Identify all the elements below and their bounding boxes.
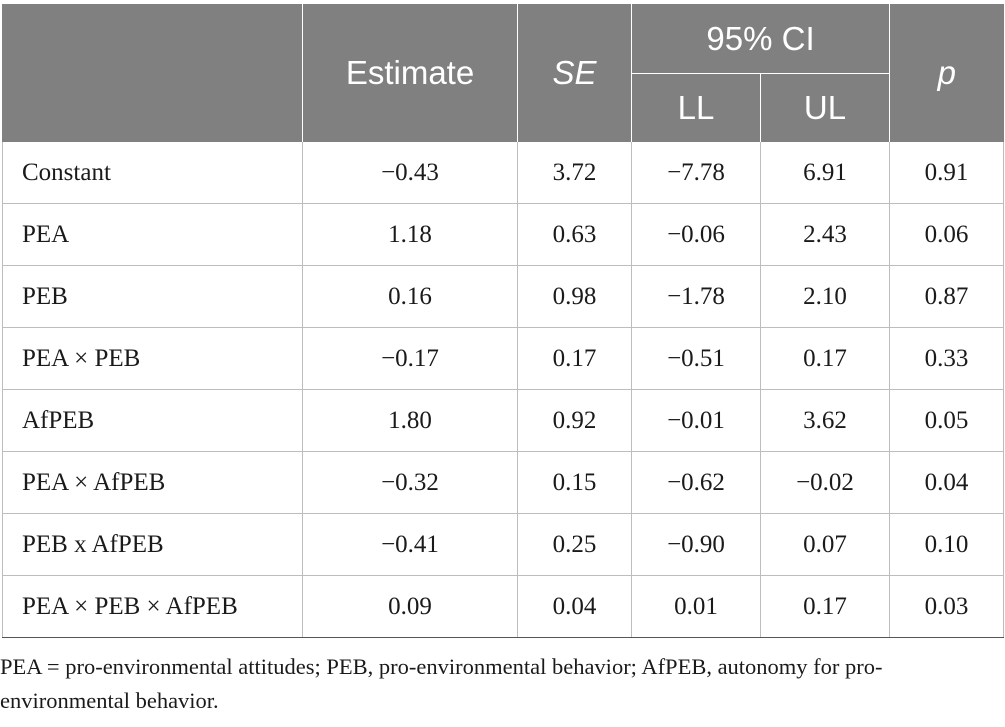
cell-ul: 2.10 (760, 265, 890, 328)
cell-ll: −0.51 (631, 327, 761, 390)
cell-label: PEB x AfPEB (2, 513, 303, 576)
table-row: PEA 1.18 0.63 −0.06 2.43 0.06 (2, 203, 1004, 266)
cell-label: Constant (2, 142, 303, 204)
cell-label: AfPEB (2, 389, 303, 452)
cell-p: 0.04 (889, 451, 1004, 514)
cell-p: 0.10 (889, 513, 1004, 576)
cell-label: PEA × PEB (2, 327, 303, 390)
cell-p: 0.33 (889, 327, 1004, 390)
cell-p: 0.03 (889, 575, 1004, 638)
header-p: p (889, 3, 1004, 142)
cell-p: 0.91 (889, 142, 1004, 204)
cell-se: 0.04 (517, 575, 632, 638)
cell-estimate: 0.09 (302, 575, 518, 638)
header-blank-cell (2, 3, 303, 142)
cell-se: 0.98 (517, 265, 632, 328)
cell-label: PEB (2, 265, 303, 328)
cell-se: 0.25 (517, 513, 632, 576)
cell-ll: −1.78 (631, 265, 761, 328)
cell-p: 0.87 (889, 265, 1004, 328)
cell-se: 0.17 (517, 327, 632, 390)
table-row: PEA × PEB −0.17 0.17 −0.51 0.17 0.33 (2, 327, 1004, 390)
cell-label: PEA × PEB × AfPEB (2, 575, 303, 638)
regression-table: Estimate SE 95% CI p LL UL Constant −0.43… (2, 3, 1004, 638)
cell-ul: 0.17 (760, 327, 890, 390)
table-row: PEA × PEB × AfPEB 0.09 0.04 0.01 0.17 0.03 (2, 575, 1004, 638)
table-row: PEB x AfPEB −0.41 0.25 −0.90 0.07 0.10 (2, 513, 1004, 576)
cell-ll: 0.01 (631, 575, 761, 638)
cell-ll: −7.78 (631, 142, 761, 204)
cell-ul: 6.91 (760, 142, 890, 204)
header-ll: LL (631, 73, 761, 142)
cell-se: 3.72 (517, 142, 632, 204)
cell-ul: 2.43 (760, 203, 890, 266)
cell-estimate: −0.41 (302, 513, 518, 576)
cell-ll: −0.62 (631, 451, 761, 514)
cell-se: 0.92 (517, 389, 632, 452)
cell-label: PEA × AfPEB (2, 451, 303, 514)
table-footnote: PEA = pro-environmental attitudes; PEB, … (0, 654, 883, 713)
table-body: Constant −0.43 3.72 −7.78 6.91 0.91 PEA 1.18 0.6… (2, 142, 1004, 638)
table-row: PEA × AfPEB −0.32 0.15 −0.62 −0.02 0.04 (2, 451, 1004, 514)
header-ci: 95% CI (631, 3, 890, 74)
cell-estimate: −0.17 (302, 327, 518, 390)
cell-estimate: 0.16 (302, 265, 518, 328)
header-se: SE (517, 3, 632, 142)
cell-se: 0.63 (517, 203, 632, 266)
cell-estimate: 1.18 (302, 203, 518, 266)
table-row: AfPEB 1.80 0.92 −0.01 3.62 0.05 (2, 389, 1004, 452)
cell-ll: −0.01 (631, 389, 761, 452)
cell-estimate: −0.43 (302, 142, 518, 204)
cell-ul: 0.17 (760, 575, 890, 638)
table-row: Constant −0.43 3.72 −7.78 6.91 0.91 (2, 142, 1004, 204)
cell-estimate: −0.32 (302, 451, 518, 514)
table-row: PEB 0.16 0.98 −1.78 2.10 0.87 (2, 265, 1004, 328)
cell-ll: −0.06 (631, 203, 761, 266)
cell-se: 0.15 (517, 451, 632, 514)
table-header: Estimate SE 95% CI p LL UL (2, 3, 1004, 142)
cell-label: PEA (2, 203, 303, 266)
cell-p: 0.05 (889, 389, 1004, 452)
header-estimate: Estimate (302, 3, 518, 142)
cell-p: 0.06 (889, 203, 1004, 266)
cell-ul: 0.07 (760, 513, 890, 576)
cell-ul: −0.02 (760, 451, 890, 514)
header-ul: UL (760, 73, 890, 142)
cell-ul: 3.62 (760, 389, 890, 452)
cell-estimate: 1.80 (302, 389, 518, 452)
cell-ll: −0.90 (631, 513, 761, 576)
